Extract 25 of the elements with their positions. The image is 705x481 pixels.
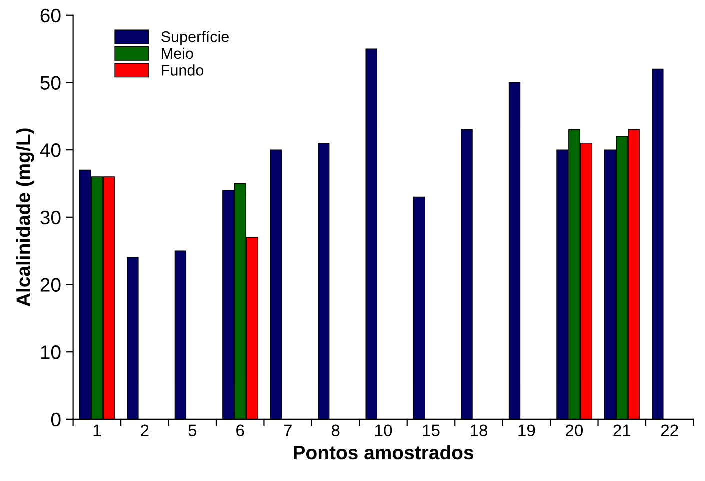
x-tick-label: 2 [141,424,149,436]
y-tick-label: 60 [40,8,61,23]
x-axis-title: Pontos amostrados [294,445,474,460]
legend-label: Fundo [162,64,204,76]
x-tick-label: 1 [94,424,102,436]
x-tick-label: 18 [470,424,488,437]
x-tick-label: 8 [332,424,340,437]
legend-label: Meio [162,48,194,60]
x-tick-label: 22 [661,424,678,436]
y-tick-label: 30 [40,210,61,225]
x-tick-label: 19 [518,424,536,437]
x-tick-label: 7 [284,424,292,436]
y-tick-label: 10 [41,346,61,360]
x-tick-label: 21 [614,424,631,436]
x-tick-label: 15 [423,424,440,437]
y-tick-label: 50 [40,76,61,90]
x-tick-label: 10 [376,424,392,437]
y-axis-title: Alcalinidade (mg/L) [16,128,34,307]
y-tick-label: 40 [40,144,61,158]
y-tick-label: 0 [51,412,61,427]
legend-label: Superfície [162,30,229,46]
x-tick-label: 5 [188,424,197,437]
x-tick-label: 20 [566,424,584,437]
y-tick-label: 20 [40,278,61,292]
x-tick-label: 6 [236,424,244,437]
